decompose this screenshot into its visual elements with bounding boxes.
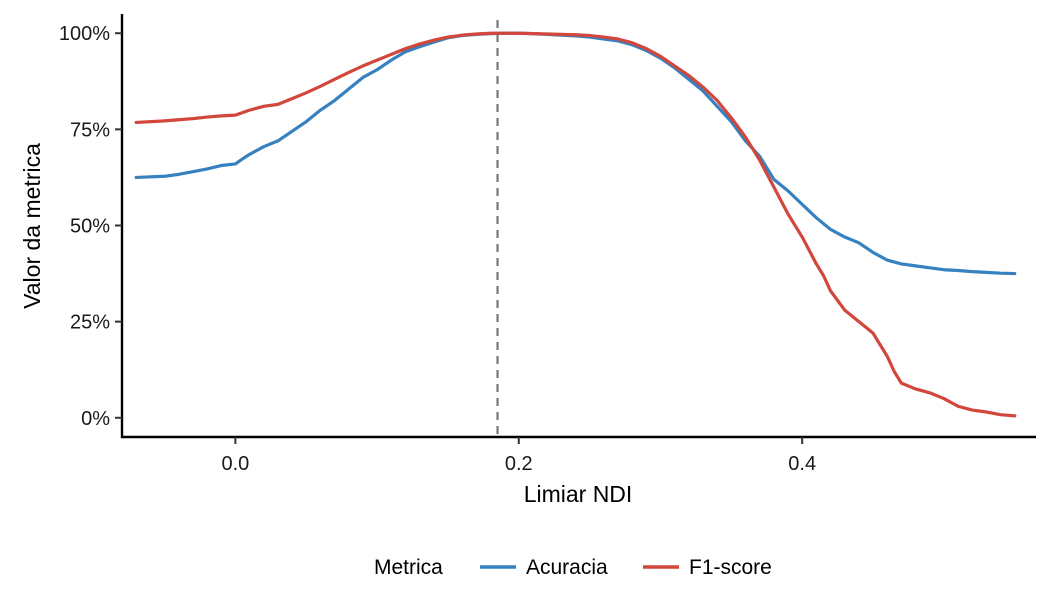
legend: Metrica Acuracia F1-score (374, 556, 772, 579)
y-tick-label: 75% (70, 119, 110, 141)
y-axis-title: Valor da metrica (19, 143, 45, 309)
series-line-f1-score (134, 31, 1017, 418)
legend-label: Acuracia (526, 556, 608, 579)
x-tick-label: 0.2 (505, 453, 533, 475)
y-tick-label: 100% (59, 23, 110, 45)
plot-area (134, 20, 1017, 437)
legend-item-acuracia: Acuracia (480, 556, 608, 579)
x-tick-label: 0.0 (221, 453, 249, 475)
legend-label: F1-score (689, 556, 772, 579)
x-axis-title: Limiar NDI (524, 481, 633, 507)
y-tick-label: 0% (81, 408, 110, 430)
legend-item-f1-score: F1-score (643, 556, 772, 579)
legend-title: Metrica (374, 556, 443, 579)
x-tick-label: 0.4 (788, 453, 816, 475)
axes: 0% 25% 50% 75% 100% 0.0 0.2 0.4 (59, 14, 1036, 475)
y-tick-label: 50% (70, 216, 110, 238)
y-tick-label: 25% (70, 312, 110, 334)
series-line-acuracia (134, 31, 1017, 276)
